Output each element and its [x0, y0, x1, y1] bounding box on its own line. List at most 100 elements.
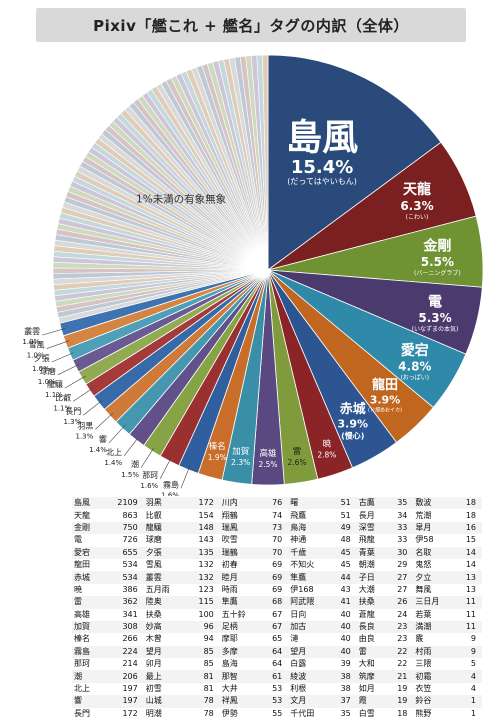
table-cell-name: 翔鶴	[221, 510, 238, 520]
slice-percent-20: 1.1%	[45, 391, 63, 399]
table-cell-count: 69	[261, 571, 289, 584]
table-cell-count: 73	[261, 521, 289, 535]
table-cell-name: 雪風	[145, 560, 162, 570]
table-cell-count: 534	[122, 560, 138, 570]
slice-label-9: 高雄	[259, 448, 277, 459]
table-cell-count: 53	[261, 695, 289, 708]
table-row: 高雄 341 扶桑 100 五十鈴 67 日向 40 蒼龍 24 若葉 11	[72, 609, 482, 621]
slice-note-0: (だってはやいもん)	[287, 177, 357, 186]
slice-label-17: 羽黒	[77, 421, 93, 430]
table-cell-name: 大潮	[358, 584, 375, 594]
table-cell-count: 51	[329, 497, 357, 510]
table-cell-count: 18	[465, 510, 476, 520]
table-cell-count: 23	[397, 634, 408, 644]
slice-percent-10: 2.3%	[231, 458, 250, 467]
table-cell-name: 満潮	[413, 620, 455, 634]
table-cell-name: 飛鷹	[290, 510, 307, 520]
page: Pixiv「艦これ + 艦名」タグの内訳（全体） 島風 15.4% (だってはやいも…	[22, 8, 484, 718]
table-cell-count: 16	[454, 521, 482, 535]
table-cell-name: 霰	[415, 634, 424, 644]
table-cell-name: 隼鷹	[219, 596, 262, 609]
table-cell-name: 日向	[290, 609, 307, 619]
table-cell-count: 41	[329, 596, 357, 609]
table-cell-count: 40	[340, 634, 351, 644]
table-cell-count: 29	[397, 560, 408, 570]
table-cell-count: 14	[454, 546, 482, 559]
table-cell-count: 30	[386, 546, 414, 559]
table-cell-count: 214	[122, 659, 138, 669]
table-cell-name: 古鷹	[356, 497, 387, 510]
table-cell-name: 大井	[221, 684, 238, 694]
table-cell-count: 9	[470, 634, 476, 644]
table-cell-count: 308	[101, 620, 144, 634]
table-cell-count: 64	[261, 645, 289, 659]
table-cell-count: 70	[272, 535, 283, 545]
slice-percent-6: 3.9%	[338, 417, 369, 430]
table-cell-count: 96	[185, 620, 220, 634]
table-cell-count: 4	[454, 670, 482, 683]
leader-line-13	[159, 457, 172, 479]
table-cell-count: 11	[465, 609, 476, 619]
slice-percent-11: 1.9%	[208, 453, 227, 462]
table-cell-name: 瑞鶴	[219, 546, 262, 559]
table-cell-count: 22	[397, 659, 408, 669]
table-cell-count: 9	[454, 645, 482, 659]
table-cell-name: 山城	[143, 695, 186, 708]
slice-label-24: 叢雲	[24, 326, 40, 336]
table-row: 霧島 224 望月 85 多摩 64 望月 40 雷 22 村雨 9	[72, 645, 482, 659]
table-cell-count: 19	[397, 684, 408, 694]
slice-percent-15: 1.4%	[104, 459, 122, 467]
table-row: 潮 206 最上 81 那智 61 綾波 38 筑摩 21 初霜 4	[72, 670, 482, 683]
slice-note-2: (バーニングラブ)	[414, 269, 461, 277]
table-cell-count: 11	[454, 620, 482, 634]
table-cell-count: 135	[185, 546, 220, 559]
slice-label-8: 雷	[293, 447, 302, 457]
table-cell-name: 那智	[219, 670, 262, 683]
leader-line-20	[64, 375, 86, 389]
table-cell-name: 利根	[290, 684, 307, 694]
slice-note-4: (おっぱい)	[400, 374, 429, 381]
leader-line-12	[180, 465, 191, 489]
table-cell-name: 赤城	[72, 571, 102, 584]
table-cell-count: 70	[261, 546, 289, 559]
table-cell-count: 27	[386, 571, 414, 584]
slice-percent-23: 1.0%	[27, 352, 45, 360]
ranking-table: 島風 2109 羽黒 172 川内 76 曙 51 古鷹 35 敷波 18 天龍 863 比叡 154 翔鶴 74…	[72, 497, 482, 720]
table-cell-count: 33	[397, 535, 408, 545]
table-cell-count: 45	[340, 560, 351, 570]
table-cell-name: 長月	[358, 510, 375, 520]
table-cell-name: 飛龍	[358, 535, 375, 545]
leader-line-16	[108, 425, 126, 444]
table-cell-count: 37	[329, 695, 357, 708]
table-cell-count: 78	[203, 708, 214, 718]
table-cell-name: 加賀	[72, 620, 102, 634]
table-cell-name: 初雪	[145, 684, 162, 694]
table-cell-name: 初春	[221, 560, 238, 570]
slice-label-21: 球磨	[40, 366, 56, 376]
table-cell-count: 21	[386, 670, 414, 683]
table-cell-count: 74	[272, 510, 283, 520]
table-cell-count: 27	[397, 584, 408, 594]
slice-percent-19: 1.1%	[53, 404, 71, 412]
table-row: 榛名 266 木曾 94 摩耶 65 漣 40 由良 23 霰 9	[72, 633, 482, 645]
table-cell-name: 時雨	[221, 584, 238, 594]
table-cell-count: 24	[397, 609, 408, 619]
table-cell-count: 53	[272, 684, 283, 694]
table-cell-name: 皐月	[413, 521, 455, 535]
table-cell-count: 69	[272, 560, 283, 570]
table-cell-name: 那珂	[74, 659, 90, 669]
table-cell-name: 北上	[74, 684, 90, 694]
table-row: 加賀 308 妙高 96 足柄 67 加古 40 長良 23 満潮 11	[72, 620, 482, 634]
table-cell-count: 51	[340, 510, 351, 520]
leader-line-14	[140, 447, 155, 468]
table-cell-count: 341	[122, 609, 138, 619]
table-cell-count: 534	[101, 571, 144, 584]
table-cell-count: 35	[340, 708, 351, 718]
table-cell-count: 68	[261, 596, 289, 609]
table-row: 暁 386 五月雨 123 時雨 69 伊168 43 大潮 27 舞風 13	[72, 584, 482, 596]
table-cell-count: 13	[454, 571, 482, 584]
table-cell-name: 白雪	[358, 708, 375, 718]
table-cell-count: 206	[101, 670, 144, 683]
table-cell-name: 天龍	[74, 510, 90, 520]
